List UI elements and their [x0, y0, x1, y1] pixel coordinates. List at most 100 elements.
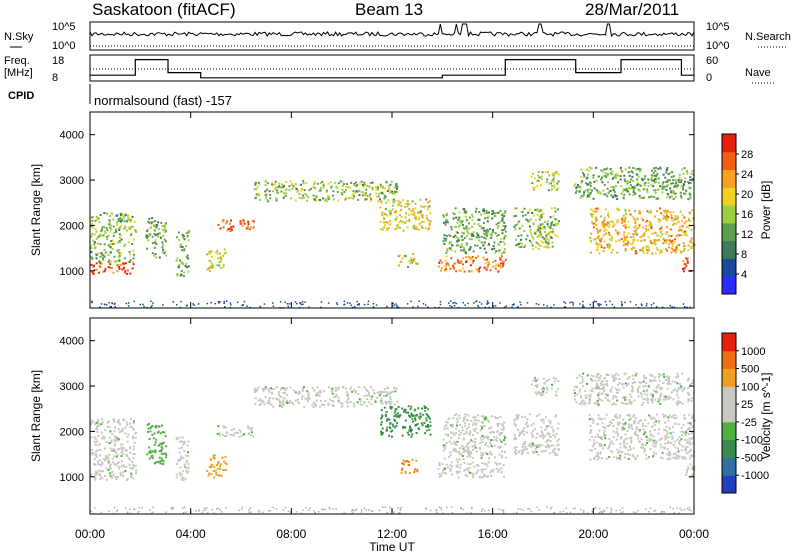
echo-point — [665, 415, 668, 418]
echo-point — [233, 432, 236, 435]
echo-point — [634, 222, 637, 225]
echo-point — [427, 228, 430, 231]
echo-point — [606, 243, 609, 246]
echo-point — [523, 246, 526, 249]
echo-point — [473, 441, 476, 443]
noise-point — [110, 305, 112, 308]
echo-point — [556, 235, 559, 238]
echo-point — [176, 473, 179, 476]
echo-point — [554, 415, 557, 418]
echo-point — [586, 382, 588, 385]
echo-point — [602, 189, 605, 192]
echo-point — [676, 438, 679, 441]
echo-point — [145, 234, 148, 237]
echo-point — [679, 180, 682, 183]
echo-point — [135, 431, 138, 434]
noise-point — [649, 507, 652, 509]
noise-point — [150, 512, 153, 515]
echo-point — [503, 221, 506, 224]
echo-point — [95, 444, 97, 447]
echo-point — [303, 189, 306, 191]
echo-point — [552, 377, 555, 380]
echo-point — [91, 232, 94, 235]
echo-point — [538, 391, 540, 394]
echo-point — [498, 221, 501, 224]
echo-point — [667, 436, 670, 439]
echo-point — [644, 449, 647, 452]
echo-point — [536, 180, 538, 182]
echo-point — [670, 175, 673, 178]
noise-point — [343, 304, 345, 306]
noise-point — [516, 306, 519, 308]
echo-point — [458, 429, 461, 432]
echo-point — [110, 475, 113, 478]
noise-point — [356, 304, 359, 306]
echo-point — [112, 449, 115, 452]
echo-point — [503, 439, 505, 442]
echo-point — [389, 220, 392, 223]
echo-point — [355, 390, 358, 393]
echo-point — [148, 422, 150, 425]
noise-point — [551, 506, 553, 508]
echo-point — [315, 195, 318, 198]
echo-point — [525, 218, 528, 221]
noise-point — [388, 507, 391, 509]
echo-point — [669, 454, 672, 457]
echo-point — [540, 227, 543, 230]
echo-point — [343, 191, 346, 193]
echo-point — [178, 263, 181, 266]
echo-point — [607, 181, 610, 184]
noise-point — [358, 303, 360, 305]
echo-point — [453, 441, 455, 444]
echo-point — [532, 450, 535, 453]
echo-point — [621, 451, 624, 454]
echo-point — [252, 435, 255, 438]
noise-point — [505, 305, 507, 307]
echo-point — [465, 427, 468, 430]
echo-point — [260, 399, 263, 402]
echo-point — [503, 435, 506, 437]
echo-point — [100, 262, 103, 265]
echo-point — [530, 175, 533, 178]
echo-point — [326, 197, 329, 200]
echo-point — [162, 244, 165, 247]
echo-point — [637, 175, 640, 178]
echo-point — [515, 453, 518, 456]
noise-point — [475, 300, 477, 303]
echo-point — [688, 217, 690, 220]
echo-point — [686, 260, 689, 263]
echo-point — [608, 423, 611, 426]
echo-point — [386, 393, 389, 396]
noise-point — [368, 509, 370, 511]
echo-point — [399, 214, 401, 217]
echo-point — [556, 453, 559, 456]
echo-point — [608, 446, 610, 449]
echo-point — [462, 451, 465, 453]
echo-point — [669, 452, 672, 455]
echo-point — [609, 245, 611, 248]
echo-point — [498, 249, 501, 252]
echo-point — [151, 457, 154, 460]
echo-point — [458, 261, 461, 264]
echo-point — [515, 414, 518, 416]
echo-point — [352, 195, 355, 197]
echo-point — [676, 244, 679, 247]
echo-point — [90, 263, 93, 266]
echo-point — [648, 414, 651, 417]
echo-point — [122, 471, 125, 474]
echo-point — [389, 396, 392, 399]
echo-point — [337, 182, 340, 185]
echo-point — [150, 451, 153, 454]
echo-point — [257, 192, 260, 195]
echo-point — [668, 395, 671, 398]
echo-point — [305, 199, 308, 202]
echo-point — [595, 243, 598, 246]
echo-point — [540, 214, 543, 216]
echo-point — [416, 413, 419, 416]
echo-point — [468, 454, 470, 457]
echo-point — [114, 435, 117, 438]
echo-point — [503, 237, 506, 240]
echo-point — [524, 448, 527, 451]
echo-point — [612, 442, 615, 445]
echo-point — [551, 383, 554, 386]
